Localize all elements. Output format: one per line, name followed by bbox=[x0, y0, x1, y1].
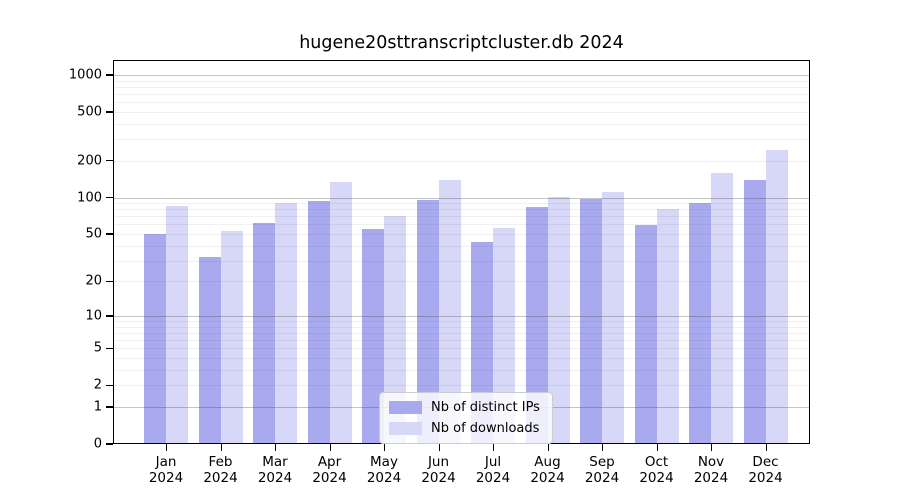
bar-distinct-ips-oct bbox=[634, 225, 657, 444]
bar-downloads-mar bbox=[275, 203, 297, 444]
bar-distinct-ips-may bbox=[362, 229, 384, 444]
y-tick bbox=[106, 280, 113, 283]
y-tick-label: 2 bbox=[93, 377, 102, 393]
bar-distinct-ips-feb bbox=[198, 257, 221, 444]
x-tick bbox=[711, 444, 713, 451]
y-tick bbox=[106, 160, 113, 162]
y-tick bbox=[106, 406, 113, 408]
y-tick-label: 0 bbox=[93, 436, 102, 452]
legend: Nb of distinct IPs Nb of downloads bbox=[379, 392, 553, 444]
x-tick-label-jun: Jun 2024 bbox=[421, 454, 456, 487]
x-tick-label-jul: Jul 2024 bbox=[475, 454, 511, 487]
x-tick bbox=[602, 444, 604, 451]
bar-distinct-ips-mar bbox=[253, 222, 275, 444]
x-tick-label-jan: Jan 2024 bbox=[148, 454, 184, 487]
y-tick bbox=[106, 233, 113, 235]
x-tick bbox=[765, 444, 767, 451]
x-tick-label-oct: Oct 2024 bbox=[639, 454, 674, 487]
y-tick-label: 50 bbox=[85, 226, 102, 242]
x-tick bbox=[166, 444, 168, 451]
legend-label-downloads: Nb of downloads bbox=[431, 421, 540, 436]
bar-distinct-ips-aug bbox=[525, 206, 548, 444]
y-tick-label: 100 bbox=[77, 190, 102, 205]
bar-distinct-ips-nov bbox=[689, 202, 711, 444]
legend-item-distinct-ips: Nb of distinct IPs bbox=[389, 399, 540, 416]
legend-swatch-downloads bbox=[389, 422, 422, 435]
bar-downloads-jan bbox=[166, 206, 188, 444]
y-tick-label: 10 bbox=[85, 308, 102, 324]
x-tick bbox=[547, 444, 549, 451]
x-tick bbox=[493, 444, 495, 451]
y-tick-label: 5 bbox=[93, 340, 102, 356]
bar-downloads-feb bbox=[220, 230, 243, 444]
x-tick bbox=[656, 444, 658, 451]
x-tick-label-sep: Sep 2024 bbox=[584, 454, 620, 487]
y-tick bbox=[106, 74, 113, 76]
legend-item-downloads: Nb of downloads bbox=[389, 420, 540, 437]
bar-distinct-ips-jun bbox=[416, 200, 439, 444]
bar-downloads-oct bbox=[656, 208, 679, 444]
x-tick-label-aug: Aug 2024 bbox=[530, 454, 565, 487]
x-tick bbox=[275, 444, 277, 451]
bar-downloads-apr bbox=[329, 182, 352, 444]
bar-downloads-aug bbox=[547, 196, 570, 444]
y-tick bbox=[106, 384, 113, 386]
y-tick-label: 20 bbox=[85, 273, 102, 289]
bar-downloads-jun bbox=[438, 179, 461, 444]
y-tick-label: 500 bbox=[77, 104, 102, 120]
y-tick bbox=[106, 111, 113, 113]
x-tick-label-feb: Feb 2024 bbox=[203, 454, 238, 487]
bar-distinct-ips-apr bbox=[307, 201, 330, 444]
legend-label-distinct-ips: Nb of distinct IPs bbox=[431, 400, 540, 415]
y-tick bbox=[106, 347, 113, 349]
bar-downloads-jul bbox=[493, 228, 515, 444]
x-tick bbox=[438, 444, 440, 451]
x-tick bbox=[384, 444, 386, 451]
x-tick-label-dec: Dec 2024 bbox=[748, 454, 783, 487]
y-tick-label: 200 bbox=[77, 153, 102, 169]
x-tick-label-apr: Apr 2024 bbox=[312, 454, 347, 487]
bar-downloads-sep bbox=[602, 191, 624, 444]
x-tick bbox=[220, 444, 222, 451]
y-tick-label: 1 bbox=[93, 399, 102, 415]
x-tick-label-mar: Mar 2024 bbox=[257, 454, 293, 487]
bar-downloads-dec bbox=[765, 149, 788, 444]
legend-swatch-distinct-ips bbox=[389, 401, 422, 414]
bar-downloads-nov bbox=[711, 172, 733, 444]
y-tick-label: 1000 bbox=[68, 67, 102, 83]
bar-distinct-ips-jan bbox=[144, 234, 166, 444]
chart-title: hugene20sttranscriptcluster.db 2024 bbox=[299, 33, 624, 53]
y-tick bbox=[106, 443, 113, 445]
y-tick bbox=[106, 315, 113, 317]
bar-distinct-ips-dec bbox=[743, 180, 766, 444]
y-tick bbox=[106, 196, 113, 199]
x-tick bbox=[329, 444, 331, 451]
bar-downloads-may bbox=[384, 216, 406, 444]
plot-area: Jan 2024 Feb 2024 Mar 2024 Apr 2024 May 2024… bbox=[69, 60, 810, 486]
x-tick-label-nov: Nov 2024 bbox=[693, 454, 729, 487]
x-tick-label-may: May 2024 bbox=[366, 454, 402, 487]
bar-distinct-ips-sep bbox=[580, 199, 602, 444]
bars-layer bbox=[113, 60, 810, 444]
